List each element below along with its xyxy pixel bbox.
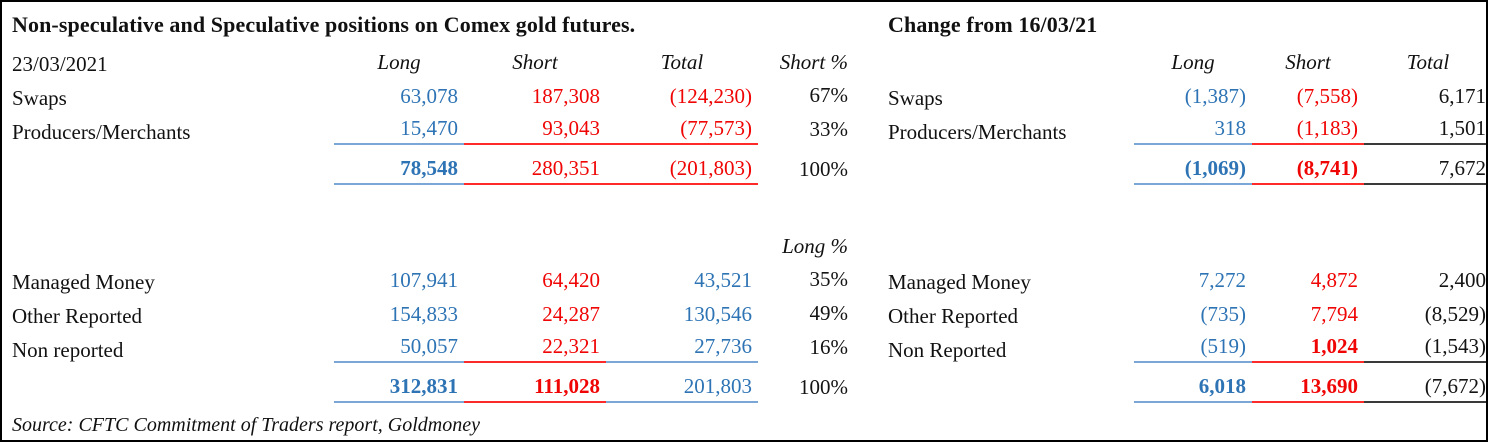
row-label: Swaps — [12, 86, 67, 110]
row-label: Producers/Merchants — [888, 120, 1067, 144]
cell-pct-total: 100% — [799, 157, 848, 181]
cell-total: (8,529) — [1424, 301, 1486, 326]
table-row-nonspec-total: 78,548 280,351 (201,803) 100% — [12, 145, 858, 185]
row-label: Other Reported — [888, 304, 1019, 328]
row-label: Managed Money — [888, 270, 1031, 294]
cell-long: 7,272 — [1198, 267, 1246, 292]
cell-total: 2,400 — [1438, 267, 1486, 292]
change-table: Change from 16/03/21 Long Short Total Sw… — [888, 7, 1486, 403]
cell-short: 22,321 — [464, 334, 606, 363]
table-row-swaps: Swaps 63,078 187,308 (124,230) 67% — [12, 77, 858, 111]
column-header-long: Long — [377, 50, 421, 74]
cell-short-total: 280,351 — [464, 156, 606, 185]
cell-total-total: (201,803) — [606, 156, 758, 185]
cell-total-total: (7,672) — [1364, 374, 1486, 403]
table-row-producers-merchants: Producers/Merchants 318 (1,183) 1,501 — [888, 111, 1486, 145]
cell-short-total: (8,741) — [1252, 156, 1364, 185]
cell-long: 318 — [1134, 116, 1252, 145]
column-header-short: Short — [512, 50, 558, 74]
cell-short-pct: 67% — [809, 83, 849, 107]
cell-long: 63,078 — [400, 83, 458, 108]
cell-short: 7,794 — [1310, 301, 1358, 326]
table-row-swaps: Swaps (1,387) (7,558) 6,171 — [888, 77, 1486, 111]
column-header-short-pct: Short % — [779, 50, 848, 74]
column-header-long: Long — [1171, 50, 1215, 74]
table-row-spec-total: 6,018 13,690 (7,672) — [888, 363, 1486, 403]
cell-total: (124,230) — [669, 83, 752, 108]
source-note: Source: CFTC Commitment of Traders repor… — [12, 414, 480, 436]
cell-total: 130,546 — [683, 301, 752, 326]
cell-pct-total: 100% — [799, 375, 848, 399]
cell-long: (735) — [1200, 301, 1247, 326]
page-title: Non-speculative and Speculative position… — [12, 12, 636, 37]
column-header-total: Total — [1406, 50, 1450, 74]
positions-table: Non-speculative and Speculative position… — [12, 7, 858, 403]
row-label: Swaps — [888, 86, 943, 110]
cell-total: 1,501 — [1364, 116, 1486, 145]
cell-short: (7,558) — [1296, 83, 1358, 108]
table-row-non-reported: Non reported 50,057 22,321 27,736 16% — [12, 329, 858, 363]
cell-long-pct: 35% — [809, 267, 849, 291]
header-row: 23/03/2021 Long Short Total Short % — [12, 43, 858, 77]
table-row-nonspec-total: (1,069) (8,741) 7,672 — [888, 145, 1486, 185]
cell-long: 15,470 — [334, 116, 464, 145]
cell-total: (1,543) — [1364, 334, 1486, 363]
cell-short: 64,420 — [542, 267, 600, 292]
spacer-row — [888, 229, 1486, 261]
cell-long-total: (1,069) — [1134, 156, 1252, 185]
cell-short: (1,183) — [1252, 116, 1364, 145]
column-header-short: Short — [1285, 50, 1331, 74]
cell-long-total: 6,018 — [1134, 374, 1252, 403]
row-label: Non Reported — [888, 338, 1007, 362]
cell-long-pct: 16% — [809, 335, 849, 359]
table-row-producers-merchants: Producers/Merchants 15,470 93,043 (77,57… — [12, 111, 858, 145]
header-row: Long Short Total — [888, 43, 1486, 77]
cell-short-total: 111,028 — [464, 374, 606, 403]
cell-long: (1,387) — [1184, 83, 1246, 108]
column-header-long-pct: Long % — [782, 234, 848, 258]
cell-total: 43,521 — [694, 267, 752, 292]
spacer-row — [888, 185, 1486, 229]
cell-long: 154,833 — [389, 301, 458, 326]
row-label: Other Reported — [12, 304, 143, 328]
cell-total: (77,573) — [606, 116, 758, 145]
report-date: 23/03/2021 — [12, 52, 108, 76]
cell-long-total: 78,548 — [334, 156, 464, 185]
cell-short: 24,287 — [542, 301, 600, 326]
cell-long: 50,057 — [334, 334, 464, 363]
row-label: Producers/Merchants — [12, 120, 191, 144]
change-table-title: Change from 16/03/21 — [888, 12, 1098, 37]
row-label: Managed Money — [12, 270, 155, 294]
long-pct-header-row: Long % — [12, 229, 858, 261]
cell-total: 27,736 — [606, 334, 758, 363]
cell-total: 6,171 — [1438, 83, 1486, 108]
cell-long-pct: 49% — [809, 301, 849, 325]
cell-long-total: 312,831 — [334, 374, 464, 403]
cell-short: 1,024 — [1252, 334, 1364, 363]
cell-total-total: 7,672 — [1364, 156, 1486, 185]
table-row-managed-money: Managed Money 107,941 64,420 43,521 35% — [12, 261, 858, 295]
cell-short: 187,308 — [531, 83, 600, 108]
row-label: Non reported — [12, 338, 124, 362]
table-row-non-reported: Non Reported (519) 1,024 (1,543) — [888, 329, 1486, 363]
cell-long: 107,941 — [389, 267, 458, 292]
table-row-managed-money: Managed Money 7,272 4,872 2,400 — [888, 261, 1486, 295]
cell-short: 93,043 — [464, 116, 606, 145]
spacer-row — [12, 185, 858, 229]
cell-total-total: 201,803 — [606, 374, 758, 403]
cell-long: (519) — [1134, 334, 1252, 363]
table-row-other-reported: Other Reported 154,833 24,287 130,546 49… — [12, 295, 858, 329]
table-row-other-reported: Other Reported (735) 7,794 (8,529) — [888, 295, 1486, 329]
cell-short-pct: 33% — [809, 117, 849, 141]
column-header-total: Total — [660, 50, 704, 74]
cell-short-total: 13,690 — [1252, 374, 1364, 403]
table-row-spec-total: 312,831 111,028 201,803 100% — [12, 363, 858, 403]
cell-short: 4,872 — [1310, 267, 1358, 292]
